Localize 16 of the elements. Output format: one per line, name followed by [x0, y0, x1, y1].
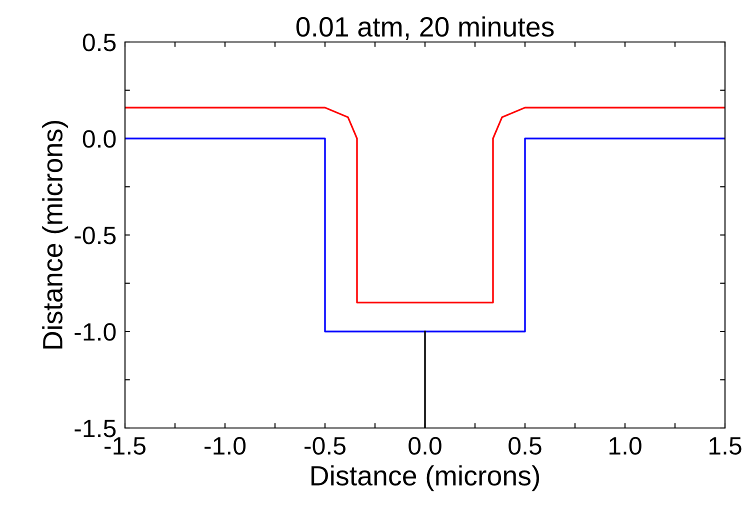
y-tick-label: 0.5	[82, 34, 116, 52]
x-tick-label: 0.5	[508, 436, 542, 455]
x-tick-label: 1.0	[610, 436, 642, 455]
y-tick-label: -1.0	[74, 323, 116, 341]
x-tick-label: -1.0	[204, 436, 246, 455]
y-tick-label: 0.0	[82, 130, 116, 148]
x-tick-label: 1.5	[710, 437, 742, 455]
x-tick-label: -0.5	[304, 436, 346, 455]
chart-title: 0.01 atm, 20 minutes	[296, 16, 554, 40]
x-tick-label: 0.0	[408, 436, 442, 455]
x-axis-title: Distance (microns)	[312, 465, 540, 492]
line-series	[125, 106, 725, 304]
y-tick-label: -0.5	[74, 226, 116, 244]
y-axis-title: Distance (microns)	[42, 120, 68, 348]
x-tick-label: -1.5	[104, 437, 146, 455]
y-tick-label: -1.5	[74, 420, 116, 438]
